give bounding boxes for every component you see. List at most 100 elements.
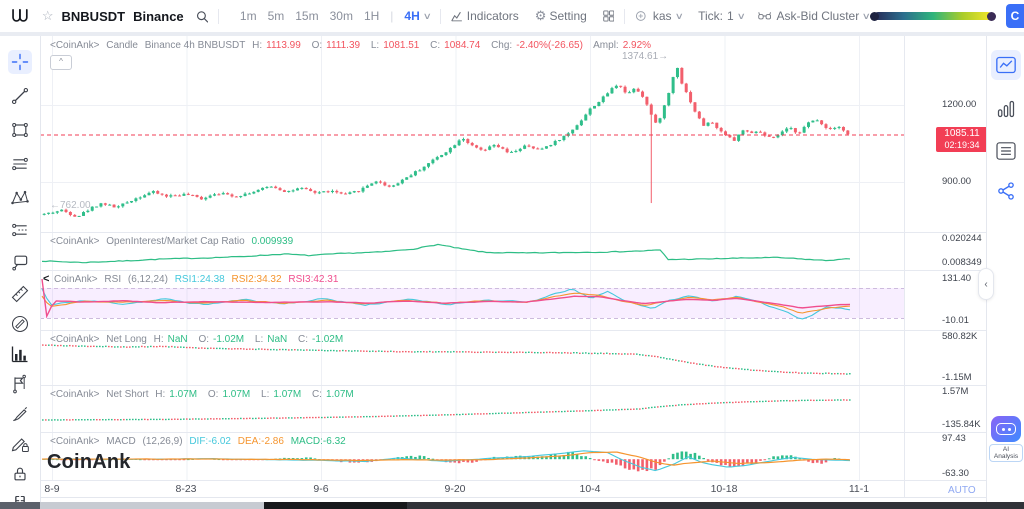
volume-profile-tool[interactable] <box>8 342 32 366</box>
o-value: 1.07M <box>222 389 251 400</box>
setting-button[interactable]: Setting <box>549 9 587 23</box>
symbol-selector[interactable]: BNBUSDT <box>61 8 126 24</box>
dif-value: DIF:-6.02 <box>189 436 231 447</box>
rsi-axis-label: -10.01 <box>942 315 969 326</box>
kas-chevron-down-icon[interactable]: ∨ <box>674 10 684 21</box>
legend-name: OpenInterest/Market Cap Ratio <box>106 236 245 247</box>
o-label: O: <box>311 40 323 51</box>
bottom-border <box>0 497 1024 498</box>
pane-separator[interactable] <box>40 330 986 331</box>
gradient-handle-right[interactable] <box>986 11 996 21</box>
scrollbar-track[interactable] <box>40 502 264 509</box>
xabcd-pattern-tool[interactable] <box>8 186 32 210</box>
brush-tool[interactable] <box>8 402 32 426</box>
scrollbar-thumb[interactable] <box>264 502 407 509</box>
legend-collapse-button[interactable]: ^ <box>50 55 72 70</box>
o-value: -1.02M <box>213 334 245 345</box>
chart-canvas[interactable] <box>40 36 904 480</box>
trend-line-tool[interactable] <box>8 84 32 108</box>
pane-collapse-handle[interactable]: ‹ <box>978 268 994 300</box>
divider <box>624 8 626 24</box>
tf-1h[interactable]: 1H <box>363 9 380 23</box>
pane-separator[interactable] <box>40 270 986 271</box>
price-axis-label: 1200.00 <box>942 99 977 110</box>
macd-params: (12,26,9) <box>142 436 183 447</box>
scrollbar-segment[interactable] <box>0 502 40 509</box>
countdown-timer: 02:19:34 <box>944 140 980 150</box>
oi-legend: <CoinAnk> OpenInterest/Market Cap Ratio … <box>50 236 297 247</box>
pane-separator[interactable] <box>40 232 986 233</box>
corner-button[interactable]: C <box>1005 4 1024 28</box>
heatmap-gradient-slider[interactable] <box>869 11 996 21</box>
kas-coin-icon[interactable] <box>635 9 647 23</box>
legend-brand: <CoinAnk> <box>50 334 100 345</box>
legend-name: Net Short <box>106 389 149 400</box>
ai-analysis-button[interactable]: AI Analysis <box>989 416 1023 463</box>
rsi-collapse-arrow[interactable]: < <box>43 273 50 285</box>
rsi2-value: RSI2:34.32 <box>231 274 282 285</box>
divider <box>218 8 219 24</box>
indicators-button[interactable]: Indicators <box>466 9 519 23</box>
c-label: C: <box>311 389 322 400</box>
ruler-tool[interactable] <box>8 282 32 306</box>
pencil-lock-tool[interactable] <box>8 432 32 456</box>
exchange-label[interactable]: Binance <box>133 8 184 24</box>
askbid-cluster-selector[interactable]: Ask-Bid Cluster <box>776 9 860 23</box>
h-value: 1113.99 <box>266 40 301 51</box>
parallel-channel-tool[interactable] <box>8 152 32 176</box>
rectangle-tool[interactable] <box>8 118 32 142</box>
tf-chevron-down-icon[interactable]: ∨ <box>422 10 432 21</box>
tf-15m[interactable]: 15m <box>295 9 319 23</box>
depth-panel-icon[interactable] <box>991 94 1021 124</box>
favorite-star-icon[interactable]: ☆ <box>41 8 54 23</box>
c-value: 1084.74 <box>444 40 481 51</box>
tf-5m[interactable]: 5m <box>267 9 285 23</box>
lock-tool[interactable] <box>8 462 32 486</box>
legend-brand: <CoinAnk> <box>50 389 100 400</box>
legend-brand: <CoinAnk> <box>50 40 100 51</box>
macd-axis-label: -63.30 <box>942 468 969 479</box>
kas-selector[interactable]: kas <box>652 9 672 23</box>
pane-separator[interactable] <box>40 385 986 386</box>
kline-panel-icon[interactable] <box>991 50 1021 80</box>
auto-scale-button[interactable]: AUTO <box>948 485 976 496</box>
gradient-handle-left[interactable] <box>869 11 879 21</box>
legend-brand: CoinAnk> <box>54 274 98 285</box>
h-label: H: <box>252 40 263 51</box>
scrollbar-segment[interactable] <box>407 502 1024 509</box>
x-axis-label: 11-1 <box>848 483 870 495</box>
pane-separator[interactable] <box>40 432 986 433</box>
tick-value[interactable]: 1 <box>727 9 734 23</box>
ask-bid-glasses-icon[interactable] <box>758 10 772 22</box>
macd-legend: <CoinAnk> MACD (12,26,9) DIF:-6.02 DEA:-… <box>50 436 350 447</box>
l-value: NaN <box>267 334 288 345</box>
gradient-bar[interactable] <box>873 12 992 20</box>
legend-brand: <CoinAnk> <box>50 436 100 447</box>
indicators-icon[interactable] <box>451 10 463 23</box>
share-icon[interactable] <box>991 176 1021 206</box>
tf-1m[interactable]: 1m <box>239 9 257 23</box>
layout-grid-icon[interactable] <box>603 9 615 23</box>
x-axis-label: 9-20 <box>444 483 466 495</box>
crosshair-tool[interactable] <box>8 50 32 74</box>
circle-measure-tool[interactable] <box>8 312 32 336</box>
horizontal-scrollbar[interactable] <box>0 502 1024 509</box>
legend-brand: <CoinAnk> <box>50 236 100 247</box>
h-value: NaN <box>167 334 188 345</box>
rsi-legend: CoinAnk> RSI (6,12,24) RSI1:24.38 RSI2:3… <box>54 274 342 285</box>
netshort-axis-label: 1.57M <box>942 386 969 397</box>
tf-4h-active[interactable]: 4H <box>404 9 420 23</box>
o-label: O: <box>198 334 209 345</box>
macd-axis-label: 97.43 <box>942 433 966 444</box>
tf-30m[interactable]: 30m <box>329 9 353 23</box>
search-icon[interactable] <box>196 9 208 24</box>
setting-gear-icon[interactable]: ⚙ <box>534 8 547 23</box>
orderbook-list-icon[interactable] <box>991 136 1021 166</box>
askbid-chevron-down-icon[interactable]: ∨ <box>861 10 872 21</box>
c-value: 1.07M <box>325 389 354 400</box>
fib-retracement-tool[interactable] <box>8 218 32 242</box>
flag-marker-tool[interactable] <box>8 372 32 396</box>
tick-chevron-down-icon[interactable]: ∨ <box>736 10 746 21</box>
callout-tool[interactable] <box>8 250 32 274</box>
